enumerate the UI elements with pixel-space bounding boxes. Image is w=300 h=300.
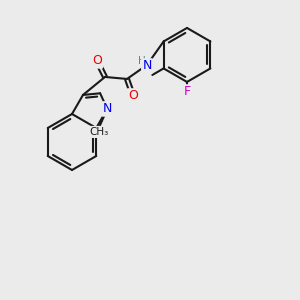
Text: O: O bbox=[92, 54, 102, 68]
Text: O: O bbox=[128, 89, 138, 102]
Text: CH₃: CH₃ bbox=[90, 127, 109, 137]
Text: F: F bbox=[183, 85, 190, 98]
Text: N: N bbox=[142, 59, 152, 72]
Text: H: H bbox=[138, 56, 146, 66]
Text: N: N bbox=[103, 102, 112, 116]
